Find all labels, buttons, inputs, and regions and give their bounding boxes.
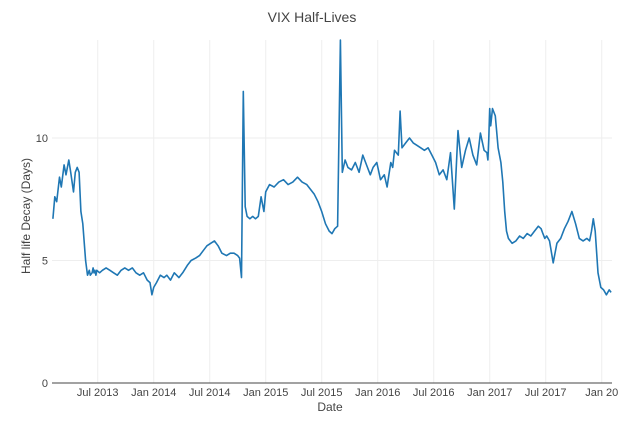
y-tick-label: 0: [42, 378, 48, 390]
x-axis-ticks: Jul 2013 Jan 2014 Jul 2014 Jan 2015 Jul 2015…: [77, 387, 618, 399]
x-tick-label: Jul 2014: [189, 387, 231, 399]
chart-title: VIX Half-Lives: [268, 9, 357, 25]
y-gridlines: [52, 137, 612, 261]
series-line-vix-half-life: [52, 39, 612, 296]
x-tick-label: Jan 20: [585, 387, 618, 399]
x-tick-label: Jan 2014: [131, 387, 176, 399]
x-tick-label: Jan 2017: [467, 387, 512, 399]
y-tick-label: 10: [36, 133, 48, 145]
y-axis-title: Half life Decay (Days): [19, 158, 33, 274]
x-tick-label: Jul 2016: [413, 387, 455, 399]
x-tick-label: Jul 2013: [77, 387, 119, 399]
x-tick-label: Jan 2016: [355, 387, 400, 399]
y-tick-label: 5: [42, 256, 48, 268]
y-axis-ticks: 0 5 10: [36, 133, 48, 390]
series-layer: [52, 39, 612, 296]
x-tick-label: Jan 2015: [243, 387, 288, 399]
x-tick-label: Jul 2015: [301, 387, 343, 399]
x-tick-label: Jul 2017: [525, 387, 567, 399]
x-axis-title: Date: [317, 400, 343, 414]
